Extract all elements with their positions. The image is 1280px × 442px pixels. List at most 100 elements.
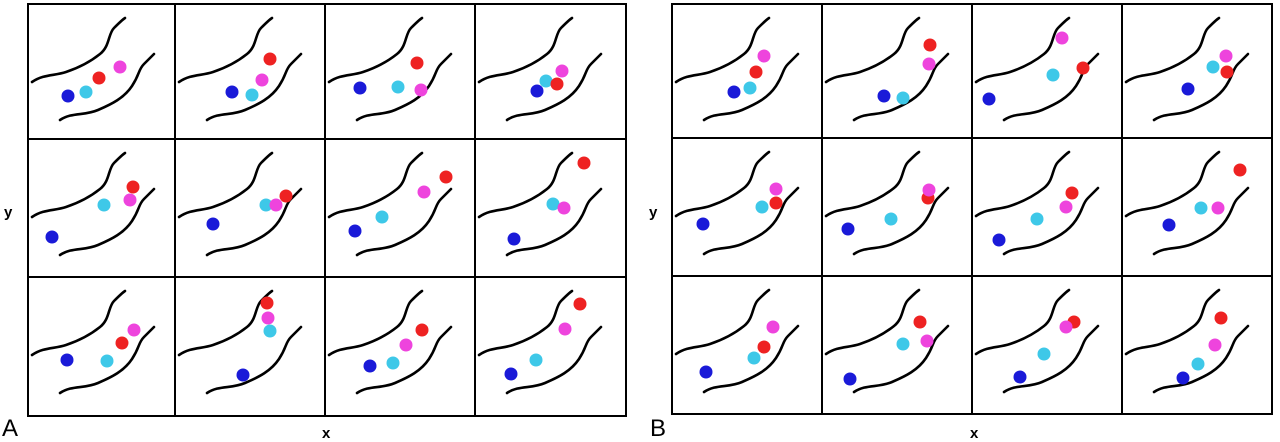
dot: [1176, 371, 1190, 385]
upper-curve: [327, 289, 424, 357]
dot: [555, 64, 569, 78]
dot: [1059, 200, 1073, 214]
dot: [896, 337, 910, 351]
lower-curve: [702, 186, 800, 256]
cell: [1121, 275, 1273, 415]
dot: [766, 320, 780, 334]
dot: [414, 83, 428, 97]
dot: [417, 185, 431, 199]
dot: [259, 198, 273, 212]
dot: [391, 80, 405, 94]
cell: [671, 275, 823, 415]
dot: [245, 88, 259, 102]
dot: [410, 56, 424, 70]
cell: [821, 3, 973, 139]
dot: [236, 368, 250, 382]
dot: [1046, 68, 1060, 82]
dot: [263, 324, 277, 338]
dot: [896, 91, 910, 105]
dot: [1162, 218, 1176, 232]
dot: [79, 85, 93, 99]
dot: [115, 336, 129, 350]
y-axis-label: y: [649, 204, 658, 221]
upper-curve: [674, 150, 771, 218]
dot: [261, 311, 275, 325]
dot: [884, 212, 898, 226]
dot: [769, 182, 783, 196]
lower-curve: [1152, 186, 1250, 256]
lower-curve: [702, 324, 800, 394]
dot: [279, 189, 293, 203]
upper-curve: [1124, 16, 1221, 84]
dot: [45, 230, 59, 244]
cell: [821, 137, 973, 277]
dot: [922, 183, 936, 197]
dot: [260, 296, 274, 310]
dot: [923, 38, 937, 52]
dot: [97, 198, 111, 212]
lower-curve: [1002, 324, 1100, 394]
dot: [843, 372, 857, 386]
lower-curve: [505, 52, 603, 122]
dot: [539, 74, 553, 88]
dot: [1181, 82, 1195, 96]
dot: [225, 85, 239, 99]
cell: [324, 138, 476, 278]
panel-label: B: [650, 415, 666, 442]
cell: [27, 276, 176, 417]
dot: [747, 351, 761, 365]
upper-curve: [177, 151, 274, 219]
lower-curve: [205, 52, 303, 122]
dot: [1211, 201, 1225, 215]
cell: [174, 3, 326, 140]
lower-curve: [355, 187, 453, 257]
dot: [1059, 320, 1073, 334]
cell: [971, 275, 1123, 415]
dot: [922, 57, 936, 71]
dot: [504, 367, 518, 381]
dot: [727, 85, 741, 99]
dot: [439, 170, 453, 184]
cell: [971, 3, 1123, 139]
lower-curve: [702, 52, 800, 122]
dot: [577, 156, 591, 170]
upper-curve: [1124, 288, 1221, 356]
dot: [1194, 201, 1208, 215]
upper-curve: [974, 288, 1071, 356]
dot: [743, 81, 757, 95]
lower-curve: [852, 186, 950, 256]
upper-curve: [177, 289, 274, 357]
y-axis-label: y: [4, 204, 13, 221]
upper-curve: [327, 16, 424, 84]
cell: [474, 3, 627, 140]
x-axis-label: x: [970, 425, 979, 442]
lower-curve: [58, 325, 156, 395]
dot: [769, 196, 783, 210]
dot: [113, 60, 127, 74]
dot: [60, 353, 74, 367]
dot: [757, 49, 771, 63]
dot: [1214, 311, 1228, 325]
dot: [757, 340, 771, 354]
cell: [474, 276, 627, 417]
dot: [255, 73, 269, 87]
cell: [174, 138, 326, 278]
dot: [1233, 163, 1247, 177]
dot: [348, 224, 362, 238]
upper-curve: [30, 289, 127, 357]
upper-curve: [30, 16, 127, 84]
lower-curve: [205, 187, 303, 257]
lower-curve: [205, 325, 303, 395]
lower-curve: [58, 187, 156, 257]
dot: [550, 77, 564, 91]
upper-curve: [327, 151, 424, 219]
dot: [123, 193, 137, 207]
panel-label: A: [2, 415, 18, 442]
cell: [671, 3, 823, 139]
dot: [1208, 338, 1222, 352]
lower-curve: [58, 52, 156, 122]
dot: [127, 323, 141, 337]
dot: [1030, 212, 1044, 226]
dot: [573, 297, 587, 311]
dot: [920, 334, 934, 348]
